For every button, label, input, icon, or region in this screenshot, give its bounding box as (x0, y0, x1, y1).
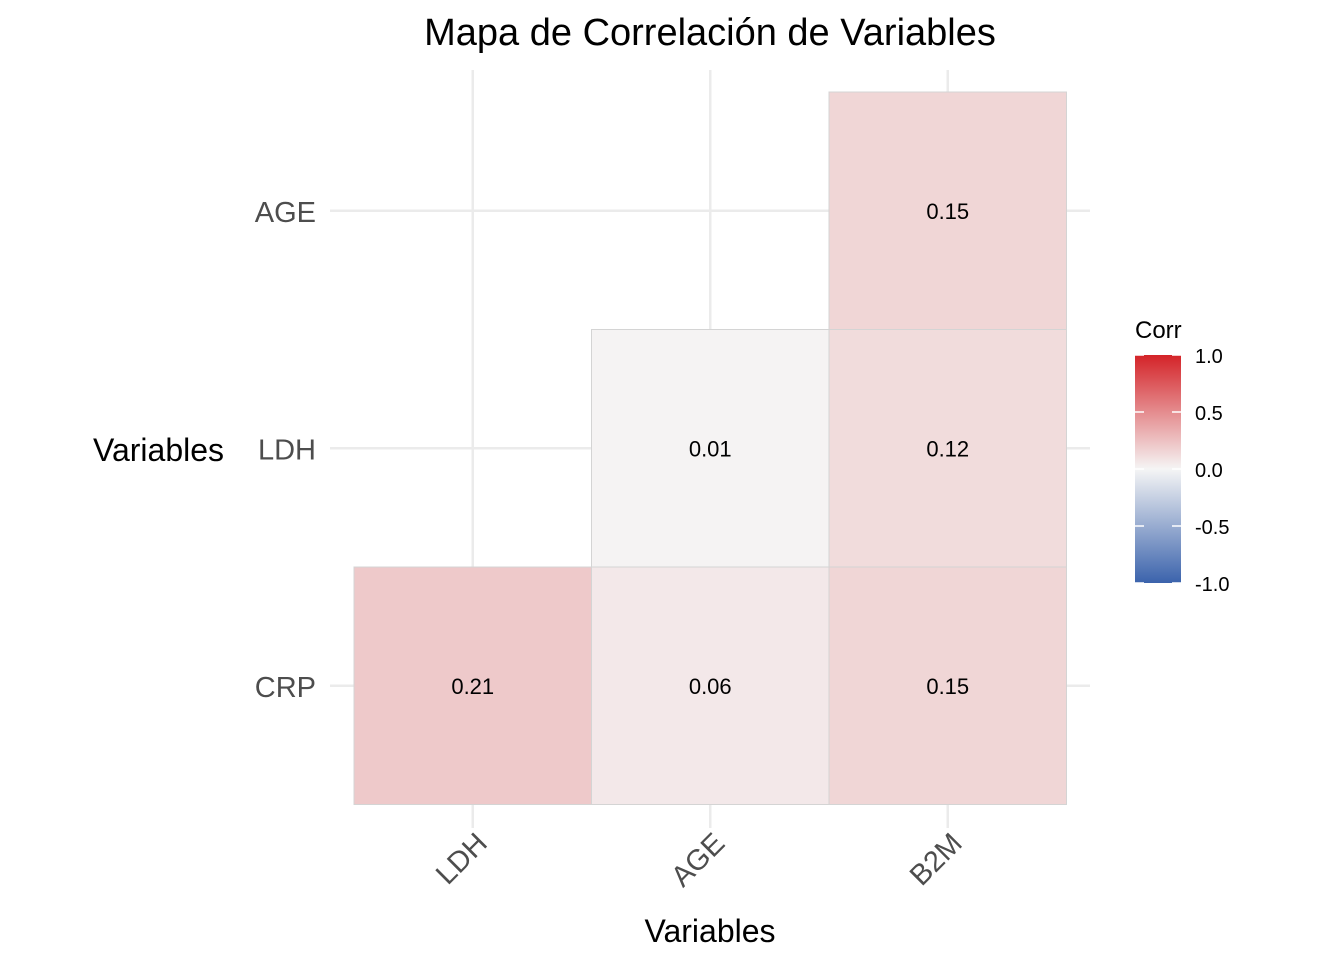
y-tick-label-age: AGE (255, 197, 316, 229)
cell-value-label: 0.01 (689, 436, 732, 461)
legend-tick-label: 1.0 (1195, 346, 1223, 368)
x-axis-title: Variables (644, 913, 775, 949)
cell-value-label: 0.21 (451, 674, 494, 699)
legend-title: Corr (1135, 317, 1182, 344)
legend-tick-label: -0.5 (1195, 517, 1229, 539)
legend-tick-label: -1.0 (1195, 574, 1229, 596)
heatmap-cell-b2m-ldh (828, 329, 1067, 568)
cell-value-label: 0.15 (926, 674, 969, 699)
x-tick-label-age: AGE (665, 827, 731, 893)
legend-tick-label: 0.0 (1195, 460, 1223, 482)
chart-title: Mapa de Correlación de Variables (424, 12, 996, 54)
y-tick-label-crp: CRP (255, 672, 316, 704)
heatmap-cell-b2m-age (828, 91, 1067, 330)
cell-value-label: 0.06 (689, 674, 732, 699)
color-legend: Corr 1.0 0.5 0.0 -0.5 -1.0 (1135, 317, 1229, 596)
heatmap-cells: 0.21 0.06 0.15 0.01 0.12 0.15 (353, 91, 1067, 805)
heatmap-cell-ldh-crp (353, 566, 592, 805)
x-tick-label-ldh: LDH (430, 827, 494, 891)
cell-value-label: 0.12 (926, 436, 969, 461)
cell-value-label: 0.15 (926, 199, 969, 224)
heatmap-cell-age-ldh (591, 329, 830, 568)
legend-tick-label: 0.5 (1195, 403, 1223, 425)
x-tick-label-b2m: B2M (904, 827, 969, 892)
y-tick-label-ldh: LDH (258, 434, 316, 466)
heatmap-cell-b2m-crp (828, 566, 1067, 805)
y-axis-title: Variables (93, 432, 224, 468)
